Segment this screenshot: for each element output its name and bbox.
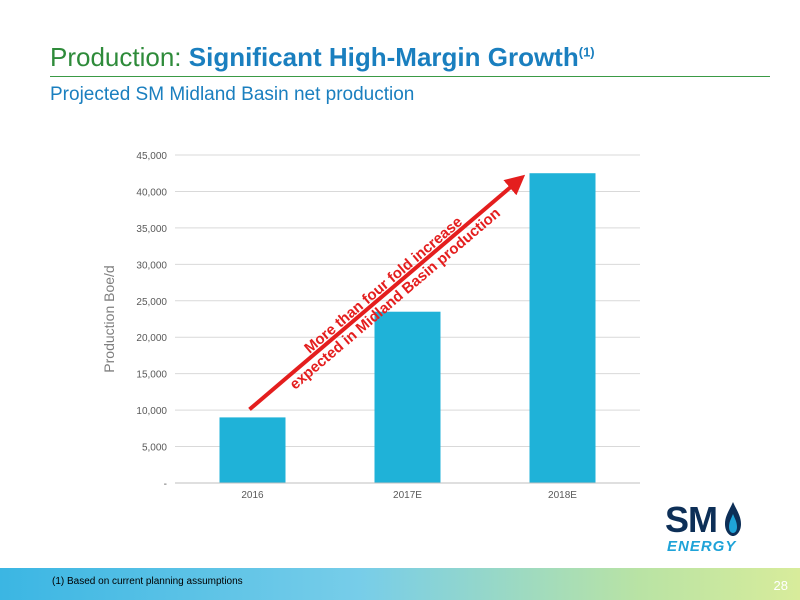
growth-arrow bbox=[248, 174, 526, 411]
y-tick-label: 45,000 bbox=[136, 151, 167, 162]
sm-energy-logo: SM ENERGY bbox=[665, 500, 755, 560]
y-tick-label: 40,000 bbox=[136, 187, 167, 198]
y-tick-label: 20,000 bbox=[136, 333, 167, 344]
y-tick-label: 15,000 bbox=[136, 370, 167, 381]
title-bold: Significant High-Margin Growth bbox=[188, 42, 579, 72]
bar-2017e bbox=[374, 311, 441, 483]
page-number: 28 bbox=[773, 578, 788, 593]
x-tick-label: 2018E bbox=[548, 490, 577, 501]
footnote: (1) Based on current planning assumption… bbox=[52, 576, 243, 587]
title-prefix: Production: bbox=[50, 42, 189, 72]
footer-band bbox=[0, 568, 800, 600]
title-rule bbox=[50, 76, 770, 77]
y-tick-label: 5,000 bbox=[142, 443, 167, 454]
title-footnote-ref: (1) bbox=[578, 44, 595, 60]
flame-icon bbox=[725, 502, 741, 536]
logo-energy-text: ENERGY bbox=[667, 538, 737, 555]
slide-subtitle: Projected SM Midland Basin net productio… bbox=[50, 84, 415, 105]
logo-sm-text: SM bbox=[665, 499, 718, 540]
y-tick-label: 30,000 bbox=[136, 260, 167, 271]
y-tick-label: 25,000 bbox=[136, 297, 167, 308]
x-tick-label: 2016 bbox=[241, 490, 264, 501]
y-axis-label: Production Boe/d bbox=[101, 265, 117, 372]
y-tick-label: - bbox=[164, 479, 167, 490]
slide-title: Production: Significant High-Margin Grow… bbox=[50, 42, 595, 73]
bar-2018e bbox=[529, 173, 596, 483]
production-chart: - 5,000 10,000 15,000 20,000 25,000 30,000 35,0… bbox=[101, 151, 640, 501]
y-tick-label: 10,000 bbox=[136, 406, 167, 417]
y-tick-label: 35,000 bbox=[136, 224, 167, 235]
bar-2016 bbox=[219, 417, 286, 483]
x-tick-label: 2017E bbox=[393, 490, 422, 501]
